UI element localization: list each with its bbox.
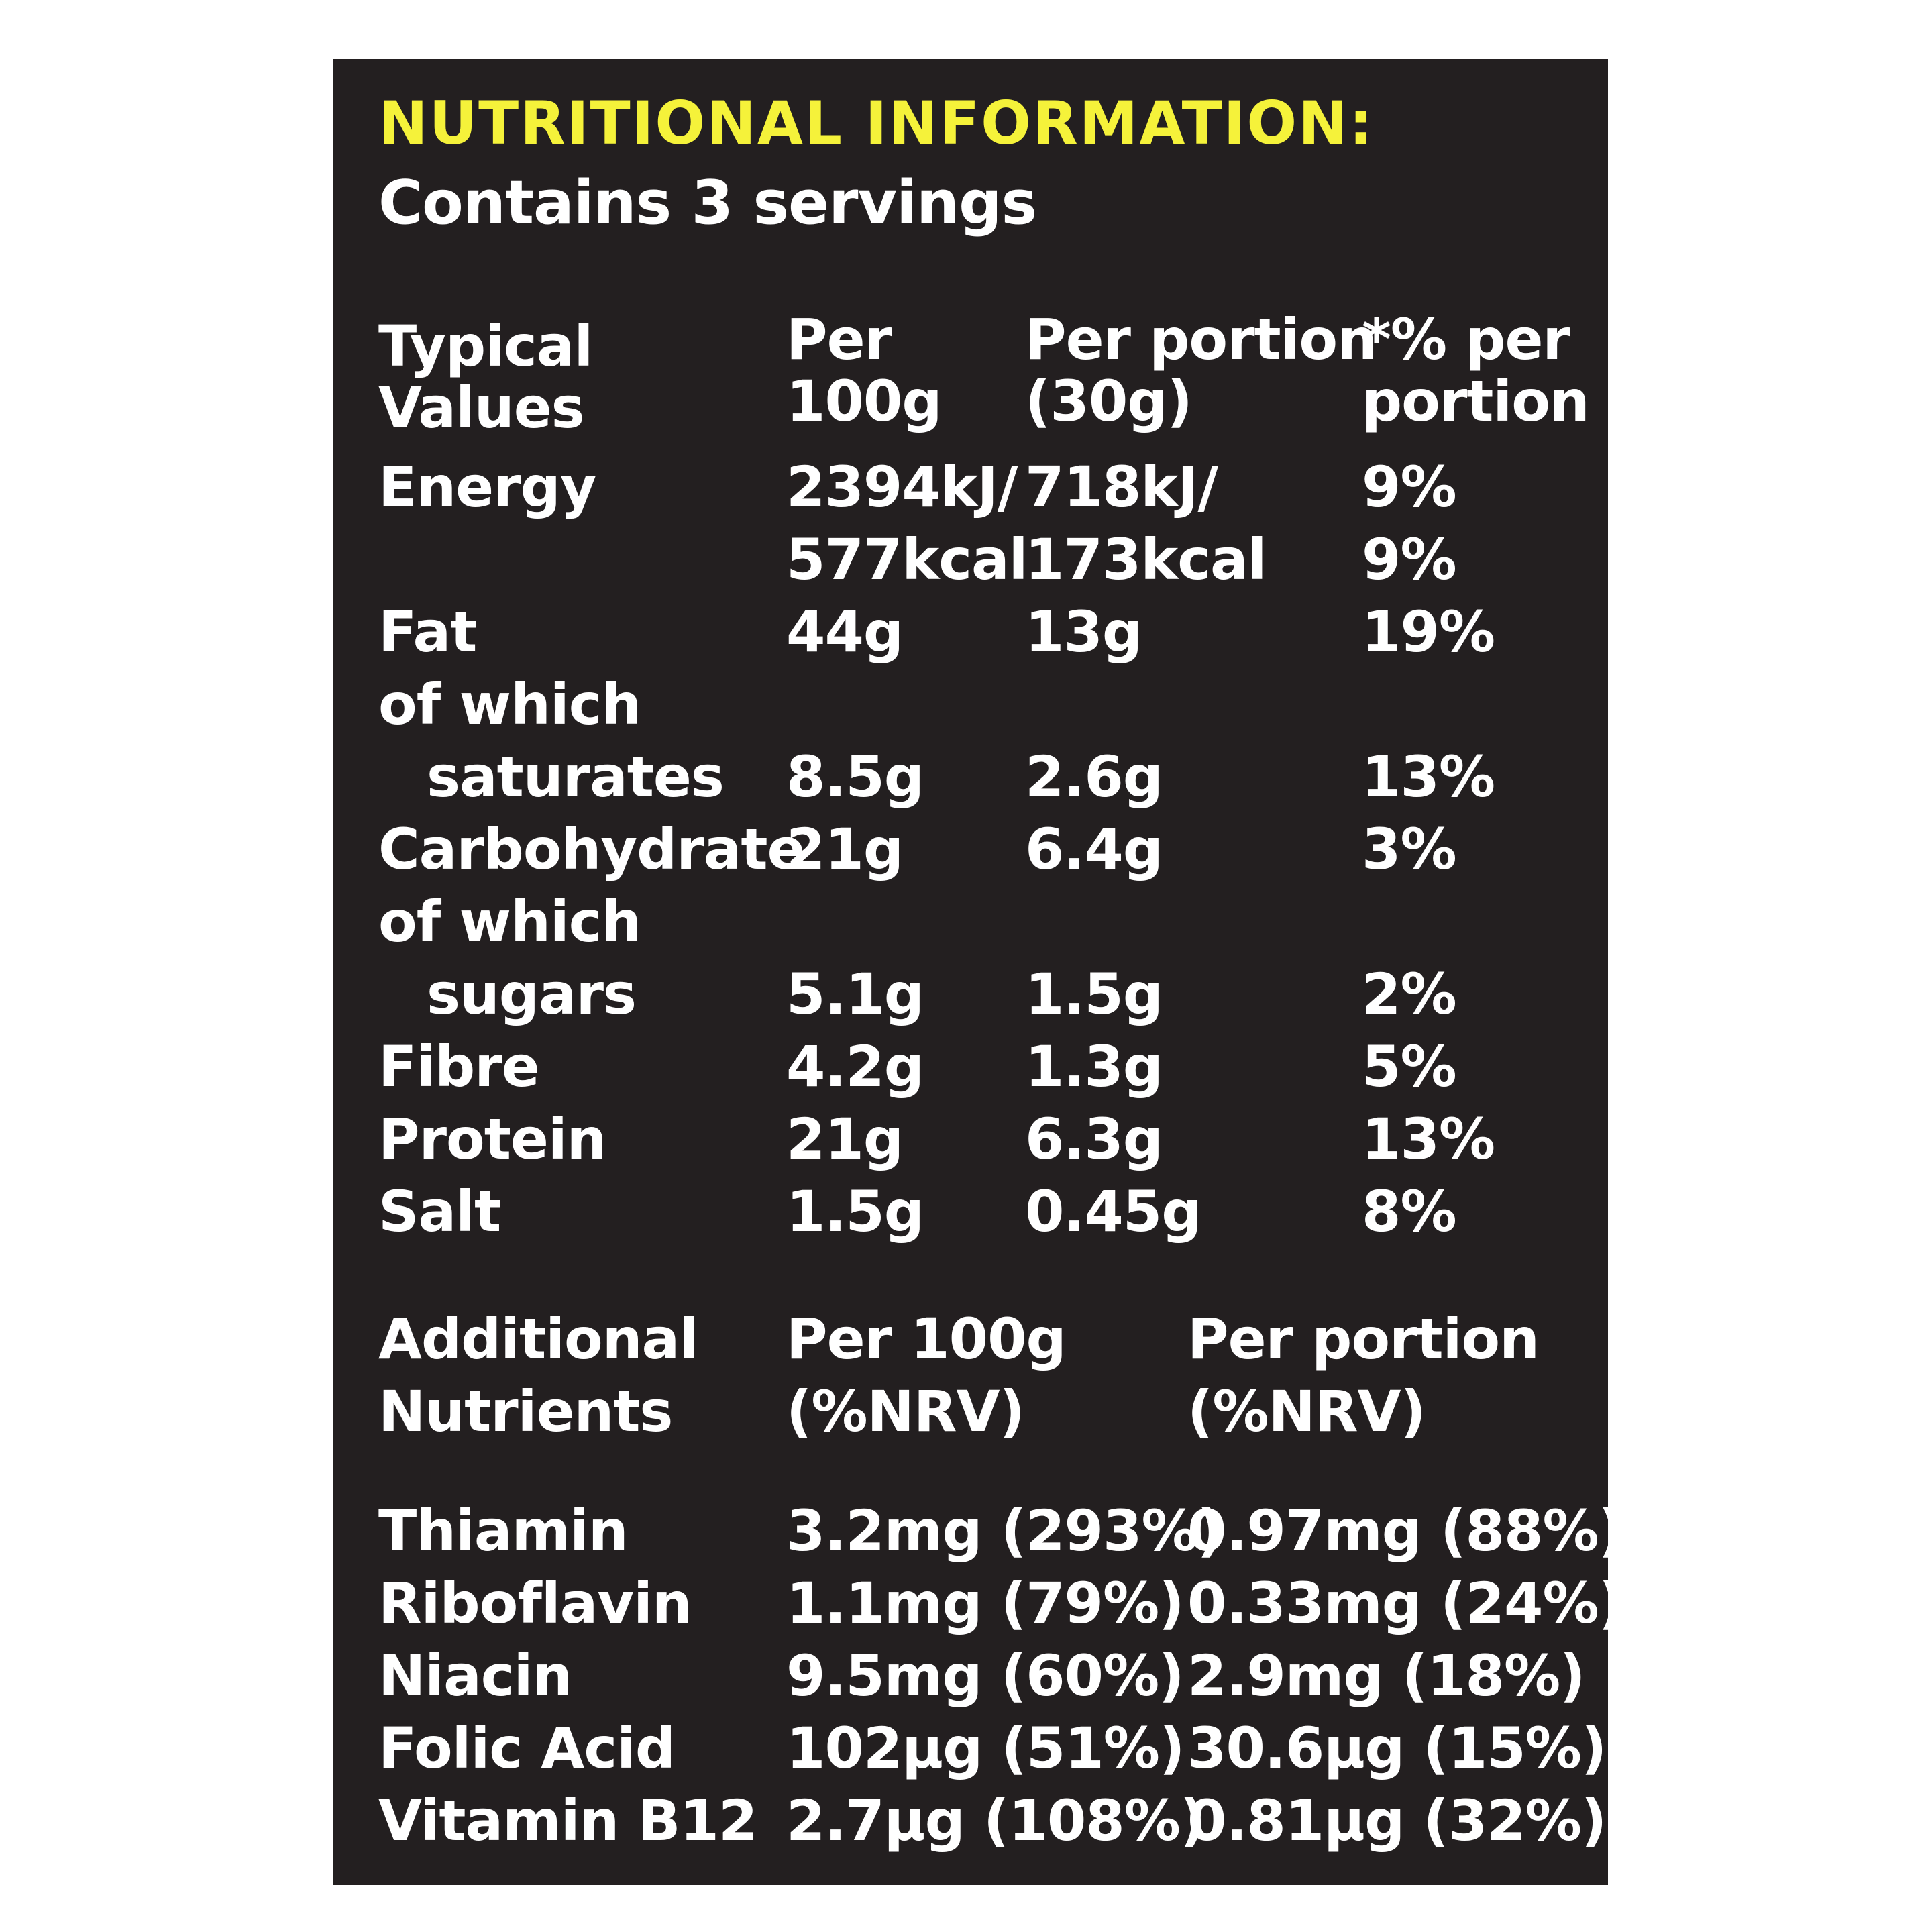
nutrient-per100: 3.2mg (293%): [786, 1498, 1223, 1564]
row-label: of which: [378, 672, 641, 737]
header-per-portion-2: Per portion: [1187, 1306, 1540, 1372]
row-pct: 9%: [1362, 454, 1457, 520]
row-label: Carbohydrate: [378, 816, 806, 882]
row-per100: 44g: [786, 599, 904, 665]
row-portion: 173kcal: [1025, 527, 1267, 592]
nutrient-portion: 0.81µg (32%): [1187, 1788, 1607, 1854]
row-portion: 718kJ/: [1025, 454, 1218, 520]
nutrient-per100: 102µg (51%): [786, 1715, 1185, 1781]
header-values: Values: [378, 375, 585, 441]
row-label: Fibre: [378, 1034, 540, 1099]
header-nrv-portion: (%NRV): [1187, 1379, 1426, 1444]
row-per100: 4.2g: [786, 1034, 924, 1099]
header-30g: (30g): [1025, 368, 1193, 434]
nutrient-label: Niacin: [378, 1643, 572, 1709]
header-100g: 100g: [786, 368, 942, 434]
header-additional: Additional: [378, 1306, 698, 1372]
header-per: Per: [786, 307, 892, 372]
row-per100: 1.5g: [786, 1179, 924, 1244]
nutrient-label: Vitamin B12: [378, 1788, 757, 1854]
row-per100: 8.5g: [786, 744, 924, 810]
header-per-portion: Per portion: [1025, 307, 1377, 372]
servings-subtitle: Contains 3 servings: [378, 168, 1037, 238]
nutrient-portion: 30.6µg (15%): [1187, 1715, 1607, 1781]
row-per100: 21g: [786, 816, 904, 882]
row-label: Energy: [378, 454, 596, 520]
row-label: sugars: [427, 961, 637, 1027]
header-portion: portion: [1362, 368, 1590, 434]
nutrient-portion: 0.33mg (24%): [1187, 1570, 1624, 1636]
row-label: Protein: [378, 1106, 606, 1172]
row-portion: 0.45g: [1025, 1179, 1201, 1244]
row-pct: 8%: [1362, 1179, 1457, 1244]
row-portion: 2.6g: [1025, 744, 1163, 810]
nutrition-panel: NUTRITIONAL INFORMATION: Contains 3 serv…: [333, 59, 1624, 1885]
row-portion: 1.5g: [1025, 961, 1163, 1027]
header-typical: Typical: [378, 313, 593, 379]
row-per100: 21g: [786, 1106, 904, 1172]
header-per-100g: Per 100g: [786, 1306, 1067, 1372]
row-pct: 5%: [1362, 1034, 1457, 1099]
row-pct: 13%: [1362, 1106, 1495, 1172]
row-per100: 5.1g: [786, 961, 924, 1027]
nutrient-per100: 2.7µg (108%): [786, 1788, 1205, 1854]
row-portion: 13g: [1025, 599, 1142, 665]
row-per100: 2394kJ/: [786, 454, 1018, 520]
row-label: Fat: [378, 599, 477, 665]
nutrient-label: Riboflavin: [378, 1570, 692, 1636]
nutrient-label: Thiamin: [378, 1498, 629, 1564]
header-nrv-100g: (%NRV): [786, 1379, 1025, 1444]
row-per100: 577kcal: [786, 527, 1028, 592]
row-pct: 19%: [1362, 599, 1495, 665]
nutrient-portion: 2.9mg (18%): [1187, 1643, 1586, 1709]
row-portion: 1.3g: [1025, 1034, 1163, 1099]
nutrient-label: Folic Acid: [378, 1715, 676, 1781]
row-label: of which: [378, 889, 641, 955]
row-pct: 3%: [1362, 816, 1457, 882]
row-pct: 13%: [1362, 744, 1495, 810]
row-pct: 2%: [1362, 961, 1457, 1027]
header-nutrients: Nutrients: [378, 1379, 673, 1444]
nutrient-per100: 1.1mg (79%): [786, 1570, 1185, 1636]
nutrient-portion: 0.97mg (88%): [1187, 1498, 1624, 1564]
row-label: Salt: [378, 1179, 501, 1244]
nutrient-per100: 9.5mg (60%): [786, 1643, 1185, 1709]
row-portion: 6.3g: [1025, 1106, 1163, 1172]
row-portion: 6.4g: [1025, 816, 1163, 882]
header-pct-per: *% per: [1362, 307, 1570, 372]
nutrition-title: NUTRITIONAL INFORMATION:: [378, 89, 1375, 158]
row-pct: 9%: [1362, 527, 1457, 592]
row-label: saturates: [427, 744, 724, 810]
